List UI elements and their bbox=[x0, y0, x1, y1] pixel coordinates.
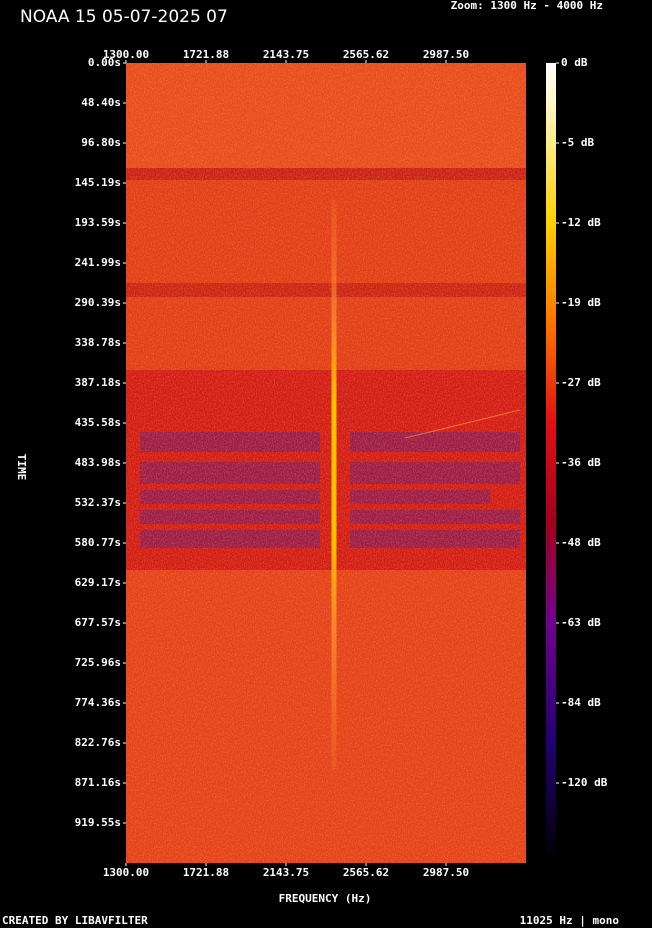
y-tick-label: 677.57s bbox=[75, 616, 121, 629]
x-tick-label-top: 2565.62 bbox=[343, 48, 389, 61]
colorbar-tick-label: -48 dB bbox=[561, 536, 601, 549]
x-axis-label: FREQUENCY (Hz) bbox=[279, 892, 372, 905]
zoom-label: Zoom: 1300 Hz - 4000 Hz bbox=[451, 0, 603, 12]
x-tick-label-bottom: 2565.62 bbox=[343, 866, 389, 879]
colorbar-tick-label: -19 dB bbox=[561, 296, 601, 309]
y-tick-label: 0.00s bbox=[88, 56, 121, 69]
y-tick-label: 871.16s bbox=[75, 776, 121, 789]
y-tick-label: 483.98s bbox=[75, 456, 121, 469]
y-tick-label: 774.36s bbox=[75, 696, 121, 709]
y-tick-label: 435.58s bbox=[75, 416, 121, 429]
y-tick-label: 387.18s bbox=[75, 376, 121, 389]
y-tick-label: 822.76s bbox=[75, 736, 121, 749]
y-tick-label: 145.19s bbox=[75, 176, 121, 189]
x-tick-label-top: 1721.88 bbox=[183, 48, 229, 61]
chart-title: NOAA 15 05-07-2025 07 bbox=[20, 7, 228, 27]
colorbar-tick-label: -120 dB bbox=[561, 776, 608, 789]
x-tick-label-top: 2143.75 bbox=[263, 48, 309, 61]
footer-right: 11025 Hz | mono bbox=[520, 914, 620, 927]
colorbar-tick-label: -27 dB bbox=[561, 376, 601, 389]
y-tick-label: 580.77s bbox=[75, 536, 121, 549]
colorbar-tick-label: -84 dB bbox=[561, 696, 601, 709]
x-tick-label-bottom: 2143.75 bbox=[263, 866, 309, 879]
colorbar bbox=[546, 63, 556, 863]
y-tick-label: 725.96s bbox=[75, 656, 121, 669]
y-axis-label: TIME bbox=[15, 454, 28, 481]
x-tick-label-bottom: 1300.00 bbox=[103, 866, 149, 879]
x-tick-label-top: 2987.50 bbox=[423, 48, 469, 61]
x-tick-label-bottom: 2987.50 bbox=[423, 866, 469, 879]
x-tick-label-top: 1300.00 bbox=[103, 48, 149, 61]
y-tick-label: 629.17s bbox=[75, 576, 121, 589]
spectrogram-image bbox=[126, 63, 526, 863]
x-tick-label-bottom: 1721.88 bbox=[183, 866, 229, 879]
footer-left: CREATED BY LIBAVFILTER bbox=[2, 914, 148, 927]
colorbar-tick-label: 0 dB bbox=[561, 56, 588, 69]
y-tick-label: 48.40s bbox=[81, 96, 121, 109]
colorbar-tick-label: -5 dB bbox=[561, 136, 594, 149]
y-tick-label: 532.37s bbox=[75, 496, 121, 509]
y-tick-label: 193.59s bbox=[75, 216, 121, 229]
y-tick-label: 96.80s bbox=[81, 136, 121, 149]
colorbar-tick-label: -36 dB bbox=[561, 456, 601, 469]
colorbar-tick-label: -63 dB bbox=[561, 616, 601, 629]
y-tick-label: 290.39s bbox=[75, 296, 121, 309]
y-tick-label: 338.78s bbox=[75, 336, 121, 349]
colorbar-tick-label: -12 dB bbox=[561, 216, 601, 229]
y-tick-label: 241.99s bbox=[75, 256, 121, 269]
y-tick-label: 919.55s bbox=[75, 816, 121, 829]
